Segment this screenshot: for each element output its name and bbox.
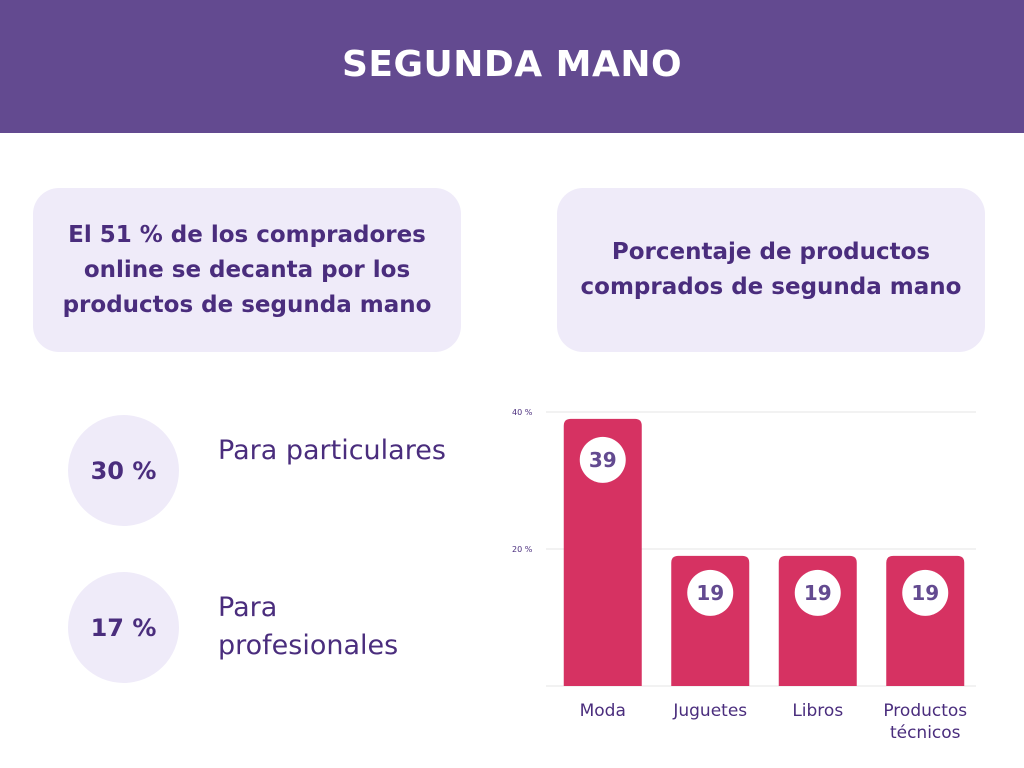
data-label: 19: [804, 581, 832, 605]
page-title: SEGUNDA MANO: [341, 44, 683, 85]
y-tick-label: 20 %: [512, 545, 533, 554]
data-label: 39: [589, 448, 617, 472]
summary-text: El 51 % de los compradores online se dec…: [62, 221, 432, 318]
stat-circle-particulares: 30 %: [68, 415, 179, 526]
stat-value-particulares: 30 %: [90, 456, 157, 485]
data-label: 19: [911, 581, 939, 605]
value-badge: [579, 436, 626, 483]
x-tick-label: Productos técnicos: [883, 701, 967, 743]
data-label: 19: [696, 581, 724, 605]
value-badge: [687, 569, 734, 616]
header-banner: SEGUNDA MANO: [0, 0, 1024, 133]
stat-label-particulares: Para particulares: [218, 435, 446, 466]
stat-label-profesionales: Para profesionales: [218, 592, 399, 661]
bar-chart: 20 % 40 % 39 Moda 19 Juguetes 19 Libros 19 Produc…: [512, 408, 976, 743]
x-tick-label: Libros: [792, 701, 843, 721]
bar-moda: [563, 418, 642, 686]
chart-title-card: Porcentaje de productos comprados de seg…: [557, 188, 985, 352]
x-tick-label: Moda: [580, 701, 626, 721]
value-badge: [902, 569, 949, 616]
value-badge: [794, 569, 841, 616]
y-tick-label: 40 %: [512, 408, 533, 417]
x-tick-label: Juguetes: [672, 701, 747, 721]
stat-value-profesionales: 17 %: [90, 613, 157, 642]
stat-circle-profesionales: 17 %: [68, 572, 179, 683]
summary-card: El 51 % de los compradores online se dec…: [33, 188, 461, 352]
chart-title: Porcentaje de productos comprados de seg…: [580, 239, 962, 300]
